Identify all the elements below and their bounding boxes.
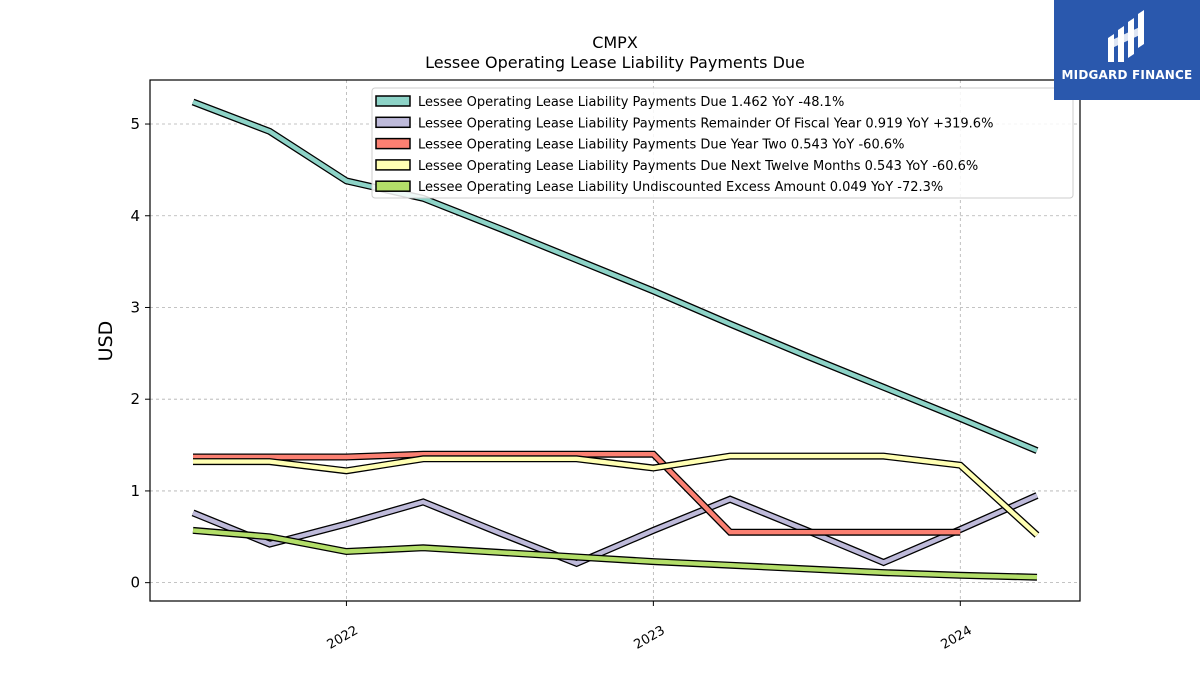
legend-box <box>371 87 1074 199</box>
legend-label: Lessee Operating Lease Liability Payment… <box>418 138 904 153</box>
legend-swatch <box>375 116 411 129</box>
legend-swatch <box>375 180 411 192</box>
series-line-1 <box>191 98 1039 454</box>
legend-label: Lessee Operating Lease Liability Payment… <box>418 116 993 131</box>
y-tick-label: 0 <box>130 574 140 592</box>
plot-frame <box>149 79 1081 602</box>
series-line-2 <box>191 492 1039 568</box>
y-axis-label: USD <box>95 321 117 362</box>
y-tick-label: 5 <box>130 115 140 133</box>
legend-label: Lessee Operating Lease Liability Payment… <box>418 159 978 174</box>
y-tick-label: 3 <box>130 298 140 316</box>
series-stroke <box>193 453 1039 537</box>
chart-subtitle: Lessee Operating Lease Liability Payment… <box>425 53 805 72</box>
x-tick-label: 2024 <box>938 623 974 653</box>
midgard-logo-icon <box>1108 10 1144 62</box>
brand-name: MIDGARD FINANCE <box>1061 68 1193 82</box>
y-tick-label: 4 <box>130 207 140 225</box>
x-tick-label: 2023 <box>632 623 668 653</box>
series-stroke <box>192 99 1038 453</box>
brand-logo: MIDGARD FINANCE <box>1054 0 1200 100</box>
legend-label: Lessee Operating Lease Liability Undisco… <box>418 180 943 195</box>
series-line-4 <box>193 452 1040 538</box>
series-layer <box>191 98 1040 581</box>
legend-swatch <box>375 95 411 107</box>
legend: Lessee Operating Lease Liability Payment… <box>371 87 1074 199</box>
y-tick-label: 2 <box>130 390 140 408</box>
legend-label: Lessee Operating Lease Liability Payment… <box>418 95 844 110</box>
legend-swatch <box>375 137 411 150</box>
series-stroke <box>192 493 1038 566</box>
series-line-3 <box>193 450 961 536</box>
y-tick-label: 1 <box>130 482 140 500</box>
x-tick-label: 2022 <box>325 623 361 653</box>
series-stroke <box>192 528 1038 580</box>
legend-swatch <box>375 159 411 171</box>
series-stroke <box>193 452 961 535</box>
chart-title: CMPX <box>592 33 638 52</box>
series-line-5 <box>192 526 1038 581</box>
